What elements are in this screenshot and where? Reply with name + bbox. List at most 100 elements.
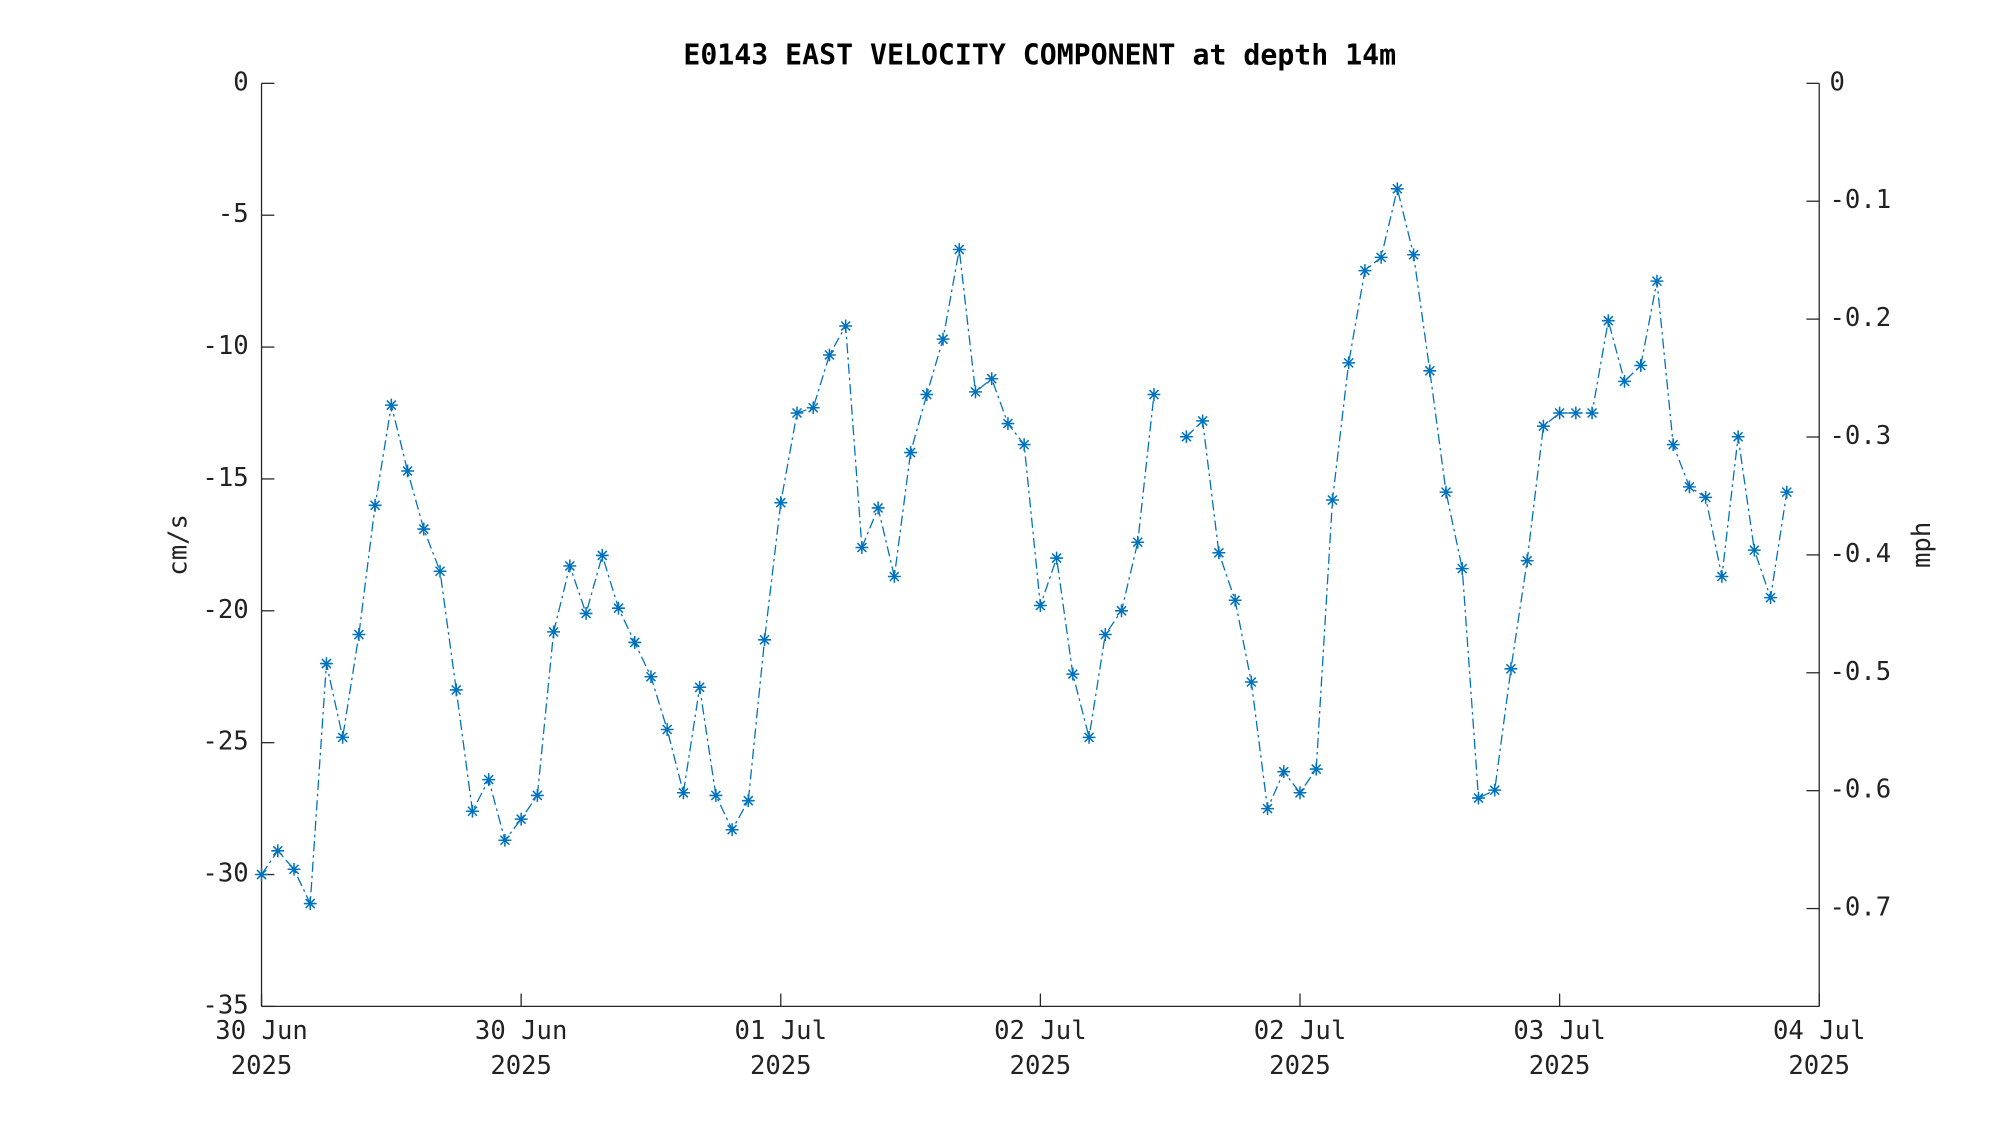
data-point xyxy=(271,844,285,858)
data-point xyxy=(887,570,901,583)
y2-tick-label: 0 xyxy=(1829,67,1844,97)
y2-tick-label: -0.2 xyxy=(1829,303,1891,333)
data-point xyxy=(1082,730,1096,744)
data-point xyxy=(969,385,982,399)
data-point xyxy=(1131,535,1145,549)
data-point xyxy=(1390,182,1404,196)
data-point xyxy=(1666,438,1680,452)
x-tick-label: 04 Jul 2025 xyxy=(1772,1016,1866,1082)
data-point xyxy=(433,564,447,578)
data-point xyxy=(401,464,414,478)
data-point xyxy=(1455,562,1469,576)
data-point xyxy=(482,773,496,787)
data-point xyxy=(417,522,431,536)
data-point xyxy=(1747,543,1761,557)
data-point xyxy=(1326,493,1339,507)
y2-tick-label: -0.3 xyxy=(1829,421,1891,451)
data-point xyxy=(985,372,999,386)
data-point xyxy=(336,730,350,744)
data-point xyxy=(1423,364,1437,378)
y2-tick-label: -0.5 xyxy=(1829,657,1891,687)
data-point xyxy=(677,786,690,800)
y2-tick-label: -0.7 xyxy=(1829,893,1891,923)
y2-tick-label: -0.1 xyxy=(1829,185,1891,215)
data-point xyxy=(774,496,788,510)
x-tick-label: 03 Jul 2025 xyxy=(1513,1016,1606,1082)
data-point xyxy=(1634,359,1648,372)
x-tick-label: 02 Jul 2025 xyxy=(994,1016,1087,1082)
data-point xyxy=(1212,546,1226,560)
series-line xyxy=(261,188,1788,907)
data-point xyxy=(904,446,917,459)
data-point xyxy=(498,833,512,847)
data-point xyxy=(303,897,317,910)
x-tick-label: 30 Jun 2025 xyxy=(215,1016,308,1082)
data-point xyxy=(255,868,268,881)
data-point xyxy=(1488,783,1502,797)
data-point xyxy=(660,723,674,736)
chart-title: E0143 EAST VELOCITY COMPONENT at depth 1… xyxy=(683,38,1396,71)
data-point xyxy=(1033,599,1047,612)
data-point xyxy=(1244,675,1258,689)
y-axis-label: cm/s xyxy=(163,514,193,576)
data-point xyxy=(1764,591,1777,605)
y-tick-label: -30 xyxy=(202,859,248,889)
data-point xyxy=(1683,480,1696,494)
data-point xyxy=(1569,406,1583,420)
data-point xyxy=(466,804,479,818)
data-point xyxy=(1342,356,1356,370)
data-point xyxy=(628,636,642,649)
data-point xyxy=(1601,314,1615,328)
data-point xyxy=(871,501,885,515)
data-point xyxy=(1050,551,1064,565)
data-point xyxy=(595,549,609,562)
y-tick-label: 0 xyxy=(233,67,248,97)
data-point xyxy=(1098,628,1112,641)
data-point xyxy=(725,823,739,837)
data-point xyxy=(1147,388,1161,401)
data-point xyxy=(1472,791,1485,805)
data-point xyxy=(1439,485,1453,499)
x-tick-label: 01 Jul 2025 xyxy=(734,1016,827,1082)
data-point xyxy=(320,657,333,670)
data-point xyxy=(758,633,771,647)
data-point xyxy=(563,559,577,573)
data-point xyxy=(1277,765,1291,779)
data-point xyxy=(952,243,966,256)
data-point xyxy=(1585,406,1599,420)
data-point xyxy=(368,498,382,512)
data-point xyxy=(1358,264,1372,277)
data-point xyxy=(1066,667,1080,681)
data-point xyxy=(839,319,853,333)
data-point xyxy=(920,388,934,401)
data-point xyxy=(823,348,836,362)
data-point xyxy=(1715,570,1729,583)
data-point xyxy=(936,332,950,346)
data-point xyxy=(1780,485,1794,499)
data-point xyxy=(741,794,755,808)
y-tick-label: -20 xyxy=(202,595,248,625)
data-point xyxy=(530,789,544,802)
data-point xyxy=(709,789,723,802)
data-point xyxy=(644,670,658,684)
data-point xyxy=(1699,490,1713,504)
data-point xyxy=(693,680,707,694)
data-point xyxy=(1650,274,1664,288)
data-point xyxy=(1261,802,1274,816)
y2-tick-label: -0.6 xyxy=(1829,775,1891,805)
data-point xyxy=(855,541,869,554)
data-point xyxy=(449,683,463,697)
data-point xyxy=(1618,374,1631,388)
data-point xyxy=(1293,786,1307,800)
data-point xyxy=(1017,438,1031,452)
data-point xyxy=(1115,604,1128,618)
data-point xyxy=(1536,419,1550,433)
data-point xyxy=(287,862,301,876)
data-point xyxy=(1731,430,1745,444)
data-point xyxy=(1520,554,1534,568)
y-tick-label: -15 xyxy=(202,463,248,493)
data-point xyxy=(1180,430,1193,444)
y-tick-label: -35 xyxy=(202,990,248,1020)
